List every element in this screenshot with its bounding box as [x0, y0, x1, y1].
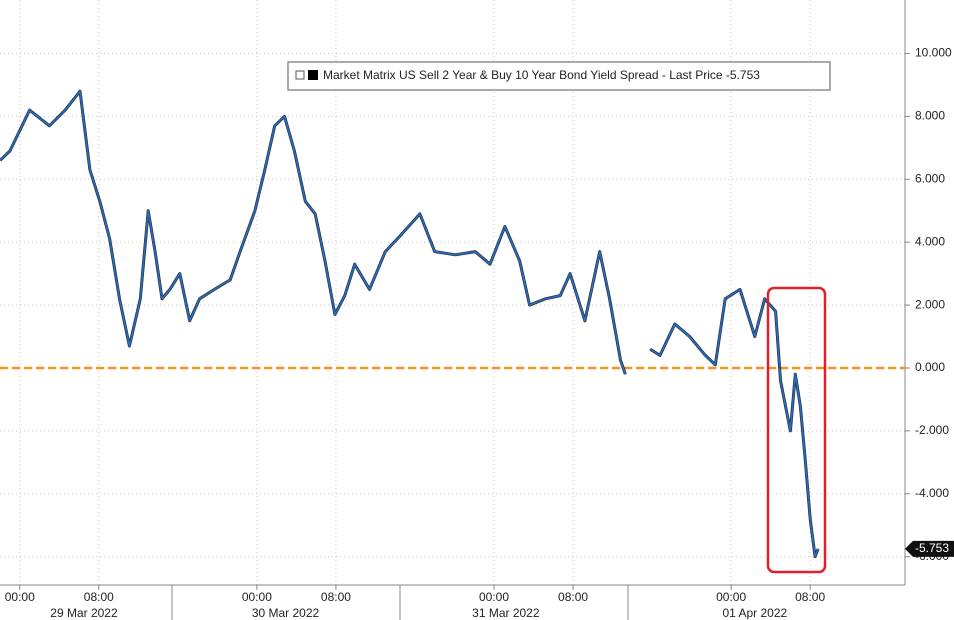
- x-tick-label: 08:00: [321, 590, 351, 604]
- legend-swatch: [308, 70, 318, 80]
- legend-text: Market Matrix US Sell 2 Year & Buy 10 Ye…: [323, 68, 760, 82]
- date-label: 29 Mar 2022: [50, 606, 118, 620]
- series-line: [0, 90, 819, 558]
- last-price-tag: [905, 540, 954, 557]
- y-tick-label: 8.000: [915, 109, 945, 123]
- y-tick-label: 2.000: [915, 297, 945, 311]
- y-tick-label: 0.000: [915, 360, 945, 374]
- date-label: 31 Mar 2022: [472, 606, 540, 620]
- x-tick-label: 00:00: [242, 590, 272, 604]
- date-label: 30 Mar 2022: [252, 606, 320, 620]
- legend-toggle: [295, 70, 305, 80]
- x-tick-label: 08:00: [84, 590, 114, 604]
- y-tick-label: 10.000: [915, 46, 952, 60]
- highlight-box: [766, 286, 827, 574]
- y-tick-label: -2.000: [915, 423, 949, 437]
- y-tick-label: -4.000: [915, 486, 949, 500]
- plot: [0, 89, 905, 559]
- y-tick-label: 4.000: [915, 234, 945, 248]
- last-price-label: -5.753: [915, 541, 949, 555]
- x-tick-label: 08:00: [558, 590, 588, 604]
- legend-box: [287, 61, 831, 91]
- grid: [0, 0, 905, 585]
- x-tick-label: 08:00: [795, 590, 825, 604]
- y-tick-label: 6.000: [915, 171, 945, 185]
- x-tick-label: 00:00: [5, 590, 35, 604]
- date-label: 01 Apr 2022: [722, 606, 787, 620]
- x-tick-label: 00:00: [479, 590, 509, 604]
- x-tick-label: 00:00: [716, 590, 746, 604]
